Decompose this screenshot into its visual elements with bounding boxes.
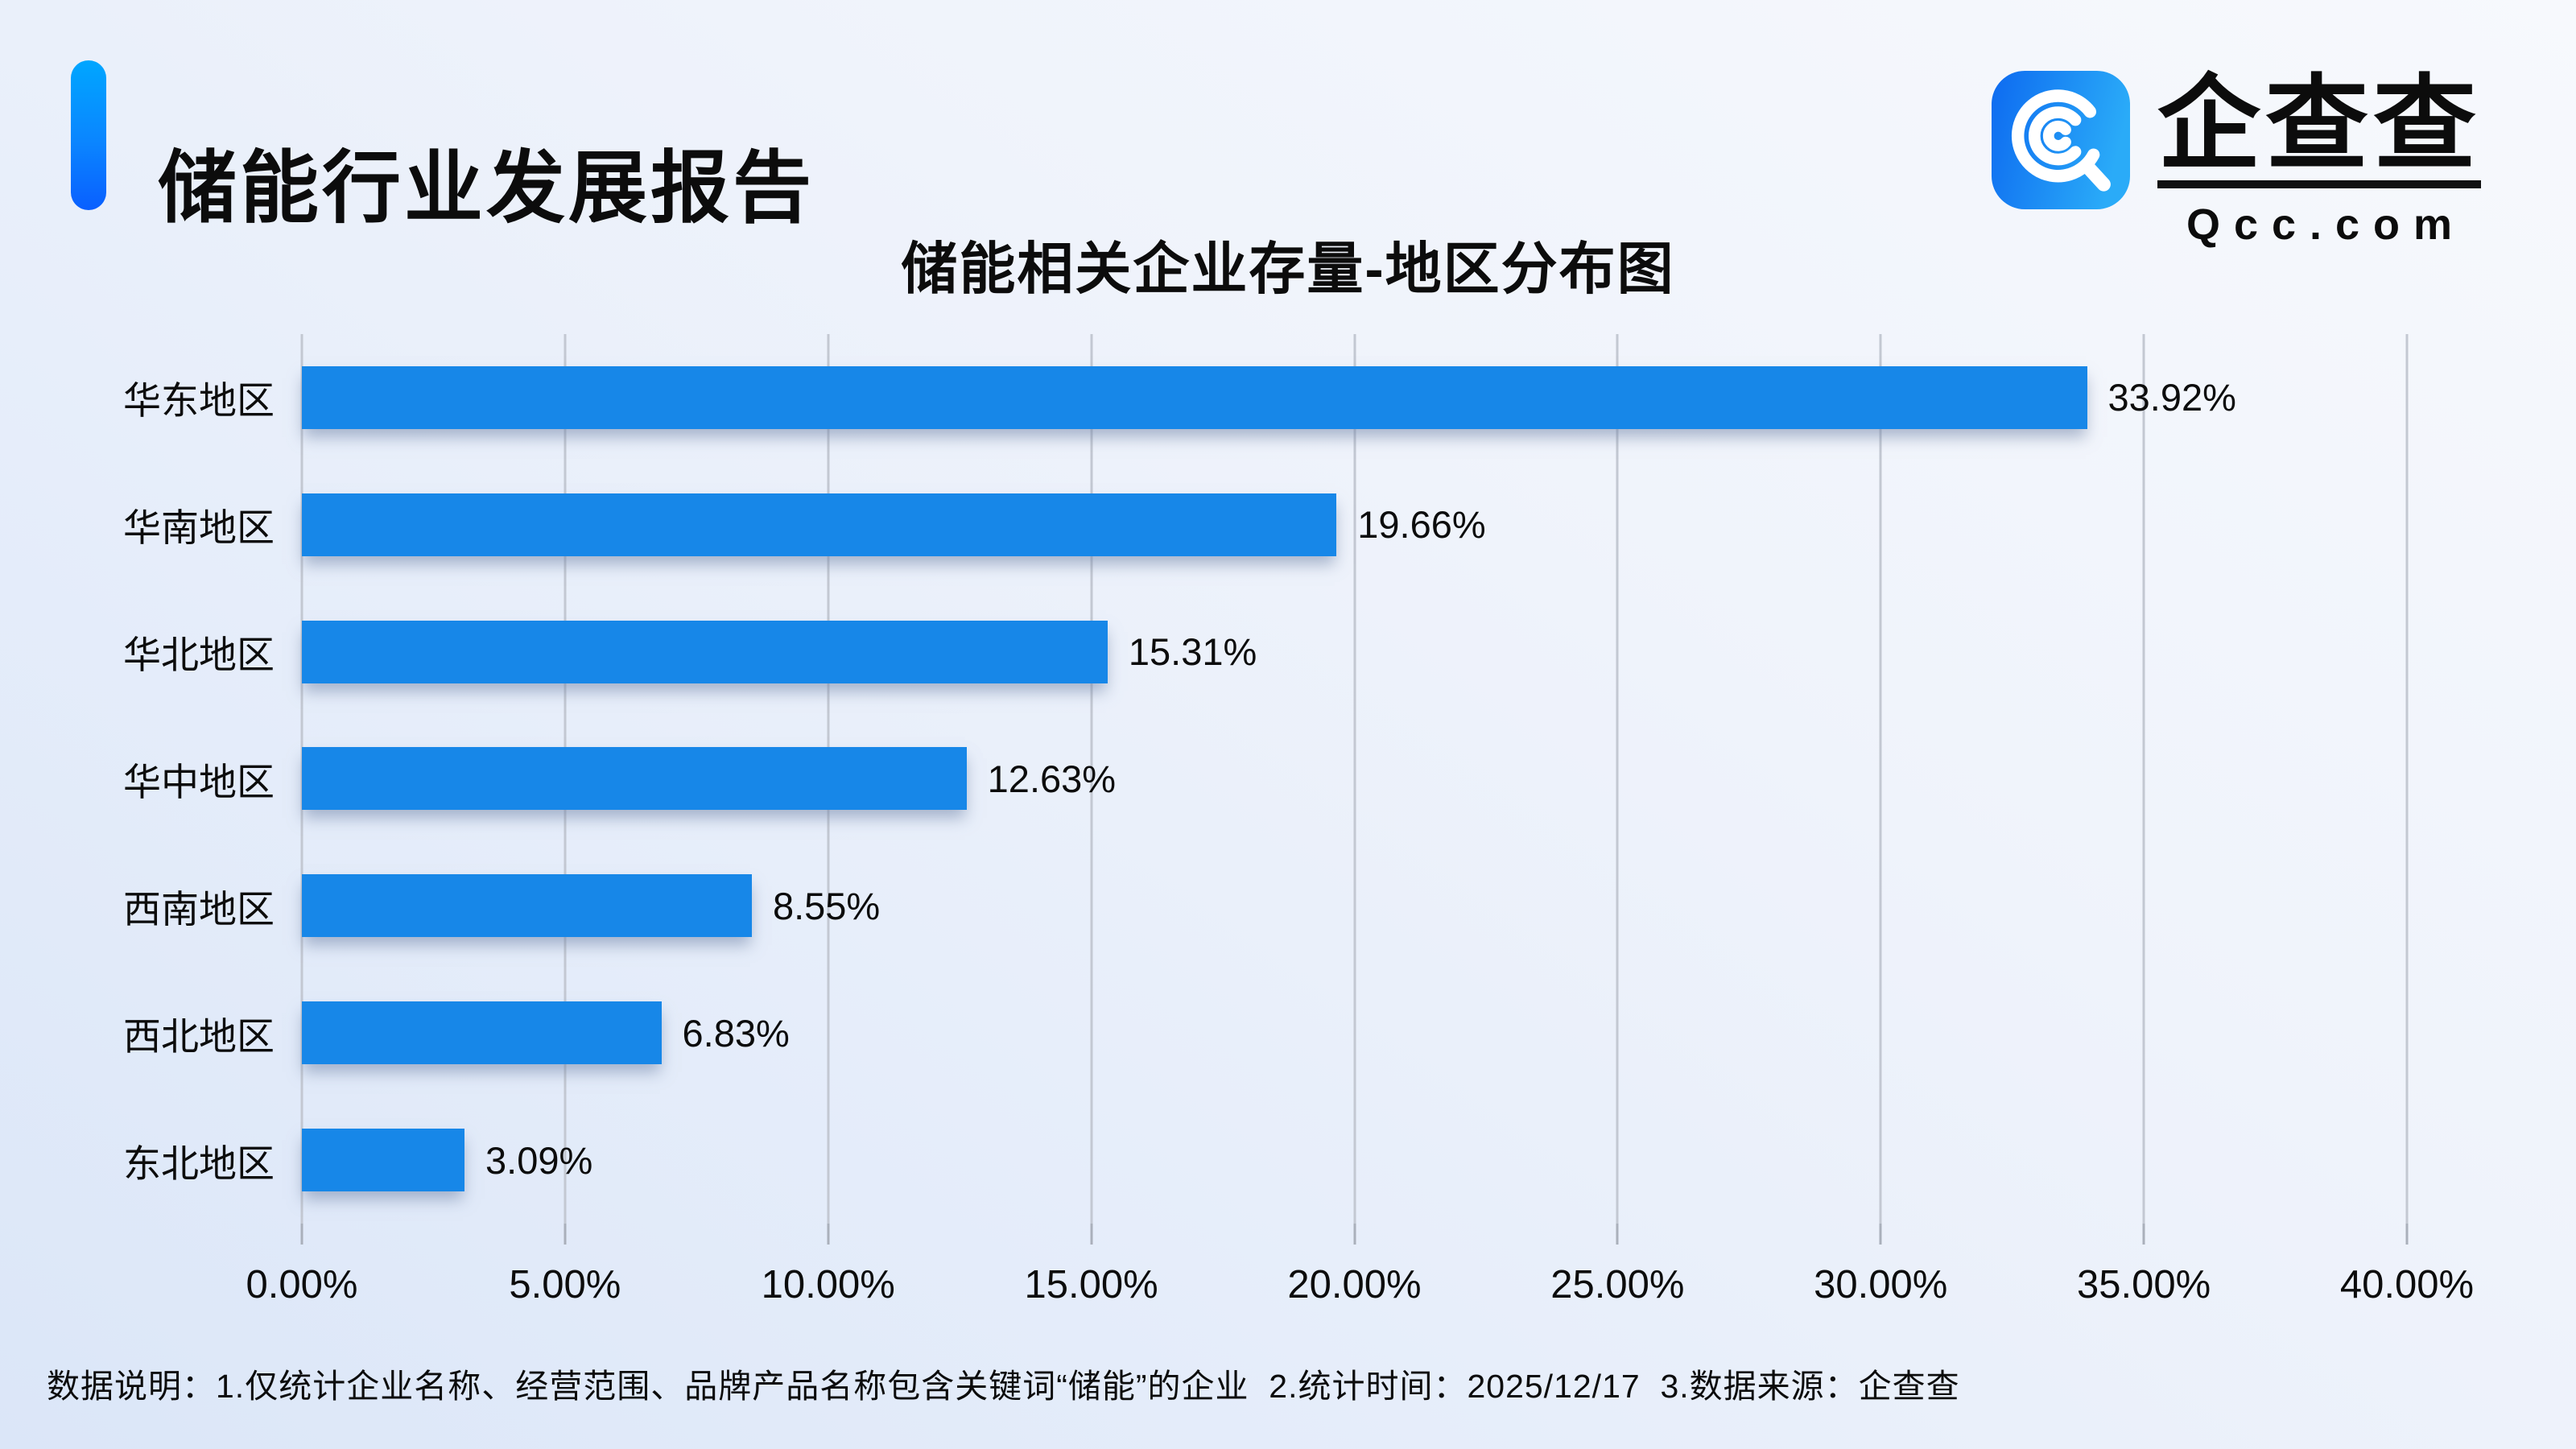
gridline — [1353, 334, 1356, 1224]
chart-title: 储能相关企业存量-地区分布图 — [901, 237, 1675, 300]
x-axis-tick — [1353, 1224, 1356, 1245]
value-label: 12.63% — [987, 757, 1117, 800]
x-axis-tick-label: 10.00% — [761, 1263, 895, 1307]
bar-row: 华南地区 19.66% — [123, 461, 2407, 588]
title-accent-bar — [71, 60, 106, 210]
bar — [302, 1001, 662, 1065]
x-axis-tick-label: 5.00% — [509, 1263, 621, 1307]
bar-row: 华北地区 15.31% — [123, 588, 2407, 716]
x-axis-tick-label: 25.00% — [1550, 1263, 1685, 1307]
x-axis-tick-label: 20.00% — [1287, 1263, 1422, 1307]
qcc-magnifier-icon — [1991, 71, 2130, 209]
value-label: 15.31% — [1128, 630, 1257, 674]
category-label: 华东地区 — [123, 379, 275, 423]
x-axis-tick-label: 15.00% — [1024, 1263, 1158, 1307]
x-axis-tick — [564, 1224, 567, 1245]
qcc-logo-underline — [2157, 180, 2481, 189]
bar — [302, 365, 2087, 429]
x-axis-tick — [1090, 1224, 1093, 1245]
value-label: 19.66% — [1357, 503, 1486, 547]
x-axis-tick-label: 0.00% — [246, 1263, 358, 1307]
x-axis-tick — [827, 1224, 830, 1245]
value-label: 3.09% — [485, 1138, 593, 1182]
category-label: 华中地区 — [123, 760, 275, 803]
qcc-logo-text: 企查查 Qcc.com — [2157, 67, 2481, 250]
plot-area: 0.00% 5.00% 10.00% 15.00% 20.00% 25.00% 30.00%… — [123, 334, 2474, 1307]
x-axis-tick-label: 35.00% — [2077, 1263, 2211, 1307]
gridline — [1616, 334, 1619, 1224]
bar — [302, 493, 1337, 556]
bar-row: 西南地区 8.55% — [123, 842, 2407, 969]
x-axis-tick — [2142, 1224, 2145, 1245]
bar — [302, 874, 752, 938]
bar — [302, 747, 967, 811]
category-label: 西南地区 — [123, 887, 275, 931]
gridline — [1879, 334, 1882, 1224]
bar — [302, 1129, 464, 1192]
gridline — [2142, 334, 2145, 1224]
qcc-brand-name: 企查查 — [2157, 67, 2481, 182]
qcc-domain: Qcc.com — [2186, 200, 2467, 250]
bar-row: 华东地区 33.92% — [123, 334, 2407, 461]
gridline — [1090, 334, 1093, 1224]
gridline — [2405, 334, 2409, 1224]
x-axis-tick — [300, 1224, 303, 1245]
category-label: 东北地区 — [123, 1141, 275, 1185]
category-label: 西北地区 — [123, 1014, 275, 1058]
x-axis-tick — [1879, 1224, 1882, 1245]
x-axis-tick — [1616, 1224, 1619, 1245]
report-title: 储能行业发展报告 — [158, 142, 815, 232]
data-notes: 数据说明：1.仅统计企业名称、经营范围、品牌产品名称包含关键词“储能”的企业 2… — [47, 1368, 1960, 1405]
bar-row: 西北地区 6.83% — [123, 969, 2407, 1096]
bar-row: 东北地区 3.09% — [123, 1096, 2407, 1224]
bar — [302, 620, 1108, 683]
value-label: 8.55% — [772, 884, 881, 927]
x-axis-tick-label: 30.00% — [1814, 1263, 1948, 1307]
bar-row: 华中地区 12.63% — [123, 716, 2407, 843]
value-label: 33.92% — [2107, 376, 2236, 419]
qcc-logo: 企查查 Qcc.com — [1991, 67, 2481, 250]
x-axis-tick — [2405, 1224, 2409, 1245]
category-label: 华北地区 — [123, 634, 275, 677]
x-axis-tick-label: 40.00% — [2339, 1263, 2475, 1307]
value-label: 6.83% — [682, 1011, 790, 1055]
category-label: 华南地区 — [123, 506, 275, 550]
